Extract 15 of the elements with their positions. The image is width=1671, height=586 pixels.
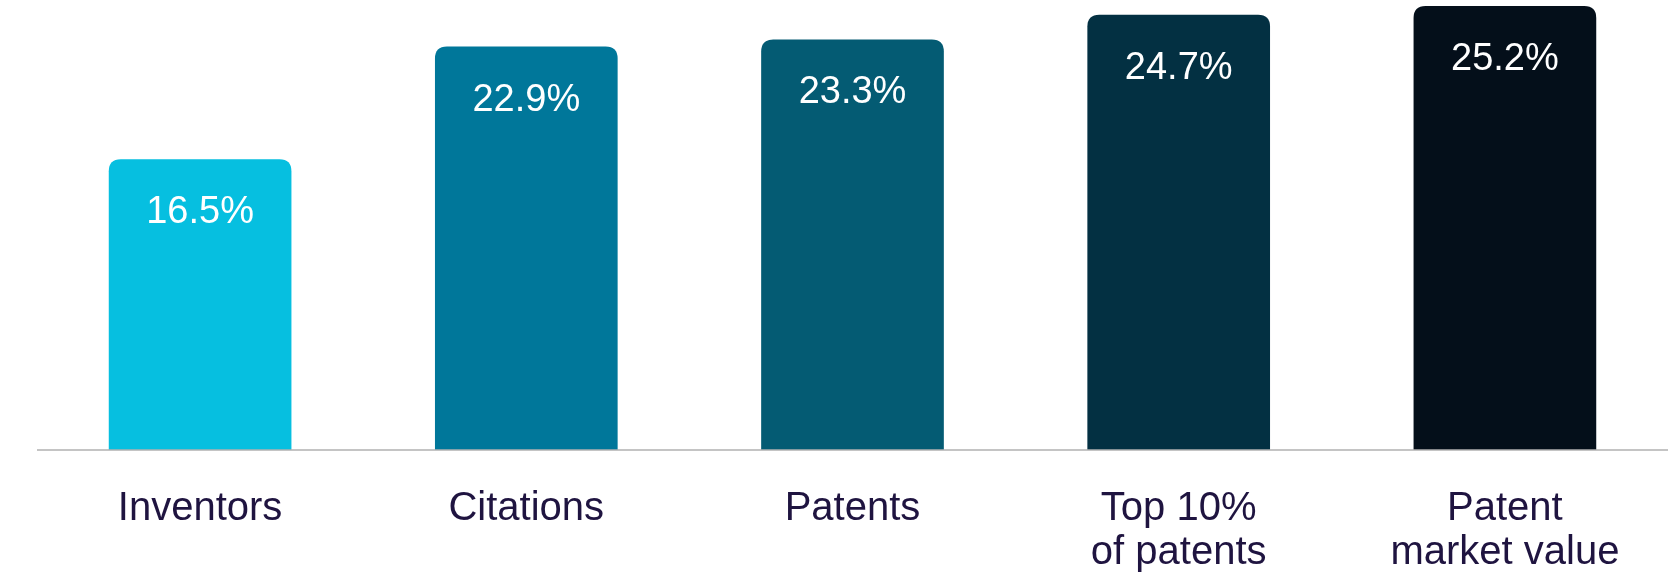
bar [1413,6,1597,450]
x-tick-label: Patent market value [1390,484,1620,572]
data-label: 16.5% [146,189,254,232]
bar [761,39,944,450]
x-tick-label: Top 10% of patents [1090,484,1267,572]
bar [108,159,292,450]
bar [434,46,618,450]
data-label: 25.2% [1451,36,1559,78]
x-tick-label: Citations [448,484,605,528]
data-label: 22.9% [472,76,581,119]
x-tick-label: Patents [784,484,921,528]
x-tick-label: Inventors [117,484,283,528]
bar [1087,14,1271,450]
data-label: 24.7% [1124,44,1233,87]
data-label: 23.3% [798,69,907,112]
